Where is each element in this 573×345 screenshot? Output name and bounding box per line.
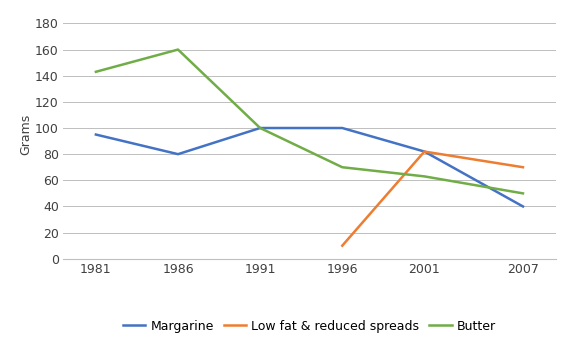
Butter bbox=[339, 165, 346, 169]
Legend: Margarine, Low fat & reduced spreads, Butter: Margarine, Low fat & reduced spreads, Bu… bbox=[118, 315, 501, 338]
Line: Low fat & reduced spreads: Low fat & reduced spreads bbox=[342, 151, 523, 246]
Low fat & reduced spreads bbox=[339, 244, 346, 248]
Y-axis label: Grams: Grams bbox=[19, 114, 32, 155]
Butter bbox=[520, 191, 527, 196]
Margarine bbox=[421, 149, 428, 154]
Line: Margarine: Margarine bbox=[96, 128, 523, 206]
Margarine bbox=[520, 204, 527, 208]
Margarine bbox=[175, 152, 182, 156]
Margarine bbox=[339, 126, 346, 130]
Butter bbox=[175, 48, 182, 52]
Butter bbox=[92, 70, 99, 74]
Margarine bbox=[92, 132, 99, 137]
Low fat & reduced spreads bbox=[421, 149, 428, 154]
Low fat & reduced spreads bbox=[520, 165, 527, 169]
Butter bbox=[421, 174, 428, 178]
Margarine bbox=[257, 126, 264, 130]
Line: Butter: Butter bbox=[96, 50, 523, 194]
Butter bbox=[257, 126, 264, 130]
